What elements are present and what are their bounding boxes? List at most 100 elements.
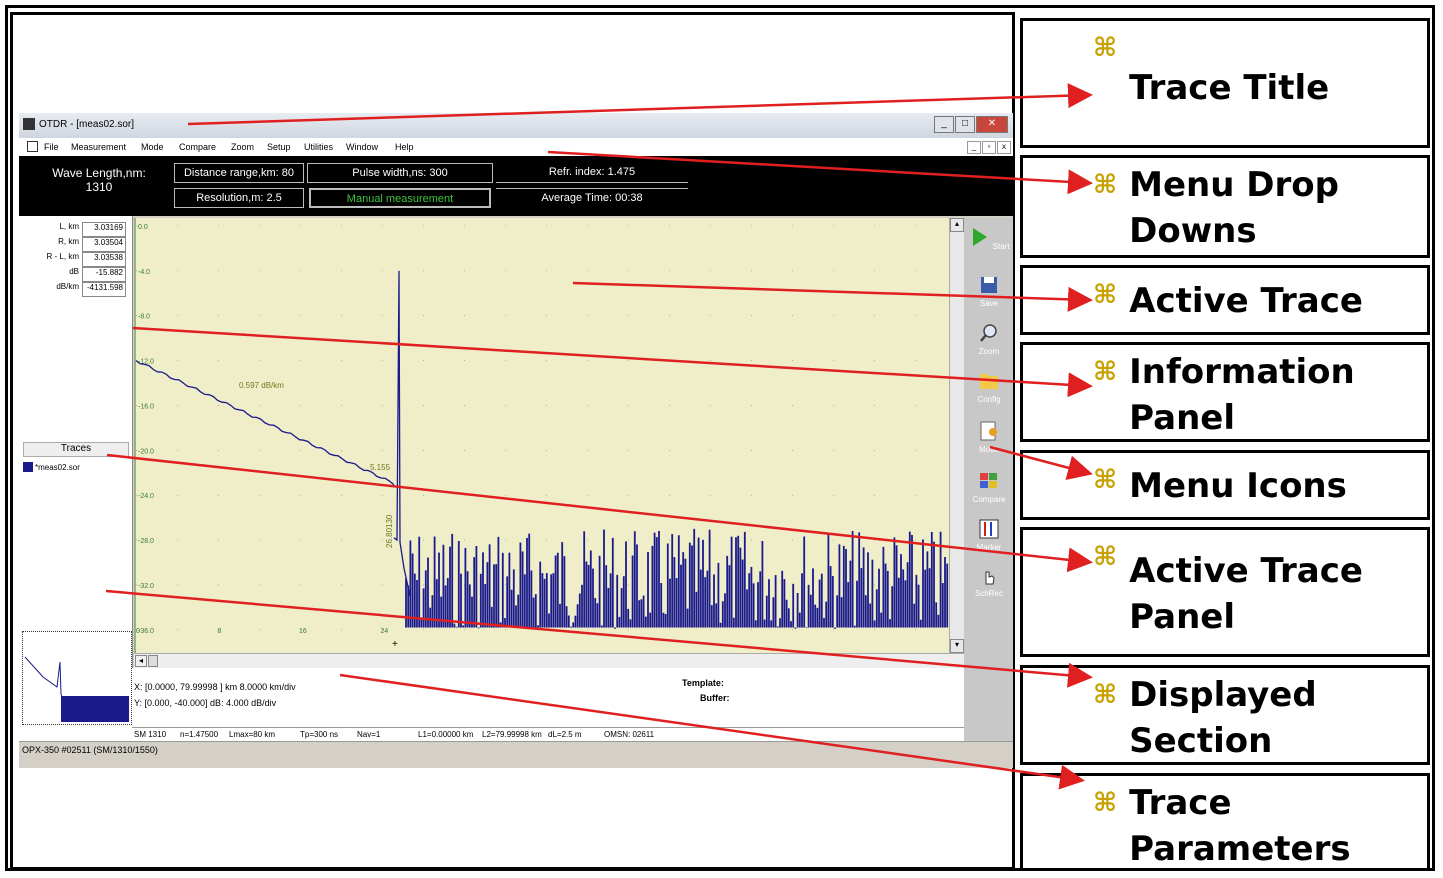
x-tick-label: 16 — [299, 628, 307, 635]
callout-menu-icons: ⌘ Menu Icons — [1020, 450, 1430, 520]
callout-label: Menu Icons — [1129, 466, 1347, 506]
start-icon — [973, 228, 988, 246]
menu-zoom[interactable]: Zoom — [231, 142, 255, 152]
menu-window[interactable]: Window — [346, 142, 379, 152]
template-label: Template: — [682, 678, 724, 688]
resolution: Resolution,m: 2.5 — [174, 188, 304, 208]
tool-label: SchRec — [974, 589, 1003, 598]
event-distance-annotation: 26.80130 — [385, 514, 394, 548]
menu-compare[interactable]: Compare — [179, 142, 217, 152]
callout-active-trace: ⌘ Active Trace — [1020, 265, 1430, 335]
scroll-thumb[interactable] — [148, 655, 158, 667]
status-l2: L2=79.99998 km — [482, 730, 542, 739]
menu-measurement[interactable]: Measurement — [71, 142, 127, 152]
callout-displayed-section: ⌘ Displayed Section — [1020, 665, 1430, 765]
mdi-minimize-button[interactable]: _ — [967, 141, 981, 154]
bullet-icon: ⌘ — [1093, 33, 1118, 63]
overview-thumbnail[interactable] — [22, 631, 132, 725]
status-l1: L1=0.00000 km — [418, 730, 474, 739]
y-tick-label: -28.0 — [138, 538, 154, 545]
callout-label: Active Trace Panel — [1129, 551, 1363, 637]
device-info: OPX-350 #02511 (SM/1310/1550) — [22, 745, 158, 755]
mdi-restore-button[interactable]: ▫ — [982, 141, 996, 154]
config-button[interactable]: Config — [968, 370, 1010, 404]
scroll-up-arrow[interactable]: ▴ — [950, 218, 964, 232]
tool-label: Marker — [976, 543, 1002, 552]
tool-label: Zoom — [978, 347, 1000, 356]
menu-bar: File Measurement Mode Compare Zoom Setup… — [19, 138, 1013, 157]
status-wavelength: SM 1310 — [134, 730, 167, 739]
y-tick-label: -16.0 — [138, 403, 154, 410]
x-range-text: X: [0.0000, 79.99998 ] km 8.0000 km/div — [134, 682, 296, 692]
app-icon — [23, 118, 35, 130]
displayed-section-panel: X: [0.0000, 79.99998 ] km 8.0000 km/div … — [132, 668, 964, 728]
doc-icon — [27, 141, 38, 152]
tool-label: Mode — [978, 445, 999, 454]
callout-label: Information Panel — [1129, 352, 1355, 438]
status-index: n=1.47500 — [180, 730, 219, 739]
save-button[interactable]: Save — [968, 274, 1010, 308]
window-title: OTDR - [meas02.sor] — [39, 119, 135, 130]
menu-icons-toolbar: Start Save Zoom Config Mode Compare Mark… — [964, 218, 1013, 748]
buffer-label: Buffer: — [700, 693, 730, 703]
marker-key: R - L, km — [46, 252, 79, 261]
callout-information-panel: ⌘ Information Panel — [1020, 342, 1430, 442]
bullet-icon: ⌘ — [1093, 680, 1118, 710]
y-tick-label: -20.0 — [138, 448, 154, 455]
schrec-icon — [985, 571, 995, 585]
marker-key: L, km — [59, 222, 79, 231]
mode-icon — [980, 421, 997, 441]
slope-annotation: 0.597 dB/km — [239, 381, 284, 390]
schrec-button[interactable]: SchRec — [968, 564, 1010, 598]
manual-measurement-button[interactable]: Manual measurement — [309, 188, 491, 208]
y-tick-label: -8.0 — [138, 314, 150, 321]
callout-label: Trace Title — [1129, 68, 1330, 108]
scroll-left-arrow[interactable]: ◂ — [135, 655, 147, 667]
marker-value: 3.03504 — [82, 237, 126, 252]
active-trace-panel: L, km 3.03169 R, km 3.03504 R - L, km 3.035… — [19, 216, 133, 741]
marker-button[interactable]: Marker — [968, 518, 1010, 552]
y-tick-label: -32.0 — [138, 583, 154, 590]
menu-utilities[interactable]: Utilities — [304, 142, 334, 152]
menu-setup[interactable]: Setup — [267, 142, 291, 152]
app-status-footer: OPX-350 #02511 (SM/1310/1550) — [19, 741, 1013, 758]
pulse-width: Pulse width,ns: 300 — [307, 163, 493, 183]
refr-index: Refr. index: 1.475 — [496, 163, 688, 183]
marker-key: dB/km — [56, 282, 79, 291]
bullet-icon: ⌘ — [1093, 280, 1118, 310]
marker-value: 3.03538 — [82, 252, 126, 267]
menu-file[interactable]: File — [44, 142, 59, 152]
config-icon — [980, 374, 998, 389]
save-icon — [981, 277, 997, 293]
mode-button[interactable]: Mode — [968, 420, 1010, 454]
minimize-button[interactable]: _ — [934, 116, 954, 133]
callout-label: Displayed Section — [1129, 675, 1317, 761]
callout-trace-title: ⌘ Trace Title — [1020, 18, 1430, 148]
close-button[interactable]: ✕ — [976, 116, 1008, 133]
compare-button[interactable]: Compare — [968, 470, 1010, 504]
vertical-scrollbar[interactable]: ▴ ▾ — [949, 218, 964, 653]
trace-plot: 0.0-4.0-8.0-12.0-16.0-20.0-24.0-28.0-32.… — [134, 218, 949, 653]
callout-trace-parameters: ⌘ Trace Parameters — [1020, 773, 1430, 871]
scroll-down-arrow[interactable]: ▾ — [950, 639, 964, 653]
horizontal-scrollbar[interactable]: ◂ — [134, 653, 964, 668]
start-button[interactable]: Start — [968, 226, 1010, 251]
cursor-cross[interactable]: + — [392, 639, 398, 650]
tool-label: Compare — [972, 495, 1006, 504]
x-tick-label: 0 — [136, 628, 140, 635]
trace-list-item[interactable]: *meas02.sor — [23, 462, 80, 472]
menu-help[interactable]: Help — [395, 142, 414, 152]
maximize-button[interactable]: □ — [955, 116, 975, 133]
wavelength-display: Wave Length,nm: 1310 — [29, 166, 169, 194]
event-spike — [393, 270, 411, 597]
callout-label: Menu Drop Downs — [1129, 165, 1339, 251]
status-nav: Nav=1 — [357, 730, 381, 739]
marker-key: dB — [69, 267, 79, 276]
bullet-icon: ⌘ — [1093, 170, 1118, 200]
menu-mode[interactable]: Mode — [141, 142, 164, 152]
zoom-button[interactable]: Zoom — [968, 322, 1010, 356]
bullet-icon: ⌘ — [1093, 542, 1118, 572]
active-trace-chart[interactable]: 0.0 -4.0 -8.0 -12.0 -16.0 -20.0 -24.0 -28.0 -32.… — [134, 218, 964, 653]
mdi-close-button[interactable]: x — [997, 141, 1011, 154]
bullet-icon: ⌘ — [1093, 788, 1118, 818]
